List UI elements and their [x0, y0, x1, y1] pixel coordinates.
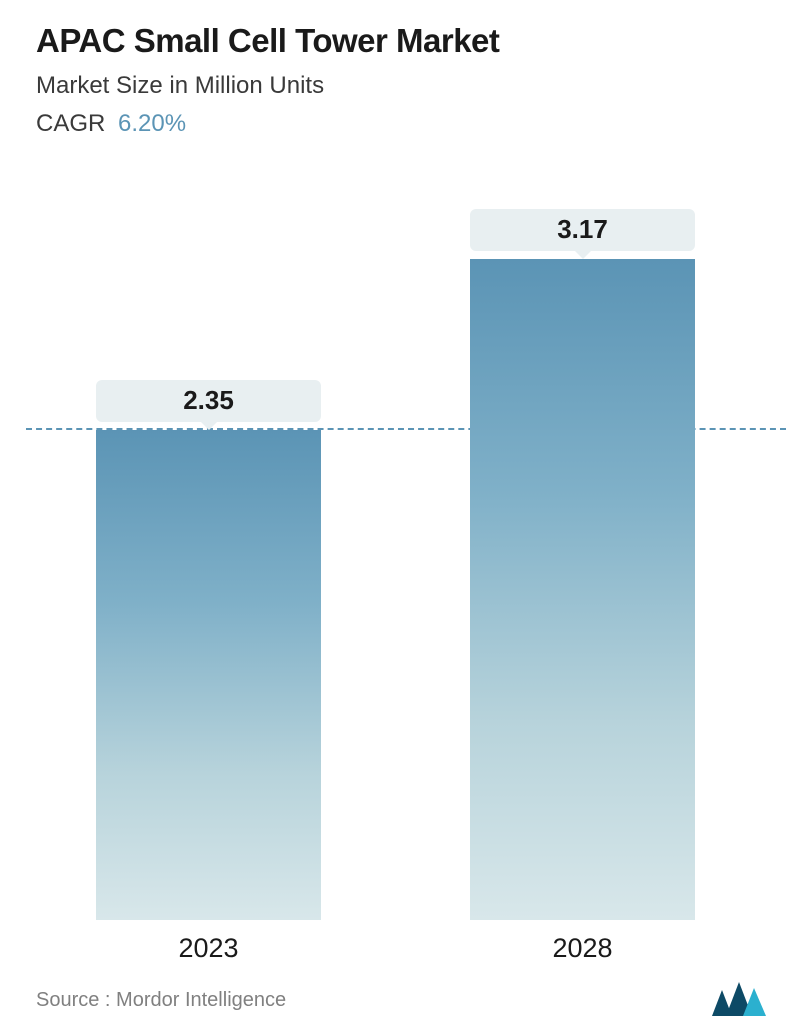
- bar-value-pill: 2.35: [96, 380, 321, 422]
- bar-xlabel: 2028: [470, 933, 695, 964]
- bar-rect: 2.35: [96, 430, 321, 920]
- bar-2028: 3.172028: [470, 259, 695, 920]
- cagr-row: CAGR 6.20%: [36, 110, 499, 138]
- bar-2023: 2.352023: [96, 430, 321, 920]
- mordor-logo-icon: [712, 982, 766, 1016]
- bar-xlabel: 2023: [96, 933, 321, 964]
- source-footer: Source : Mordor Intelligence: [36, 989, 286, 1012]
- chart-subtitle: Market Size in Million Units: [36, 72, 499, 100]
- chart-title: APAC Small Cell Tower Market: [36, 22, 499, 60]
- cagr-value: 6.20%: [112, 110, 186, 137]
- bar-value-pill: 3.17: [470, 209, 695, 251]
- header-block: APAC Small Cell Tower Market Market Size…: [36, 22, 499, 138]
- cagr-label: CAGR: [36, 110, 105, 137]
- bar-chart: 2.352023 3.172028: [0, 190, 796, 930]
- bar-rect: 3.17: [470, 259, 695, 920]
